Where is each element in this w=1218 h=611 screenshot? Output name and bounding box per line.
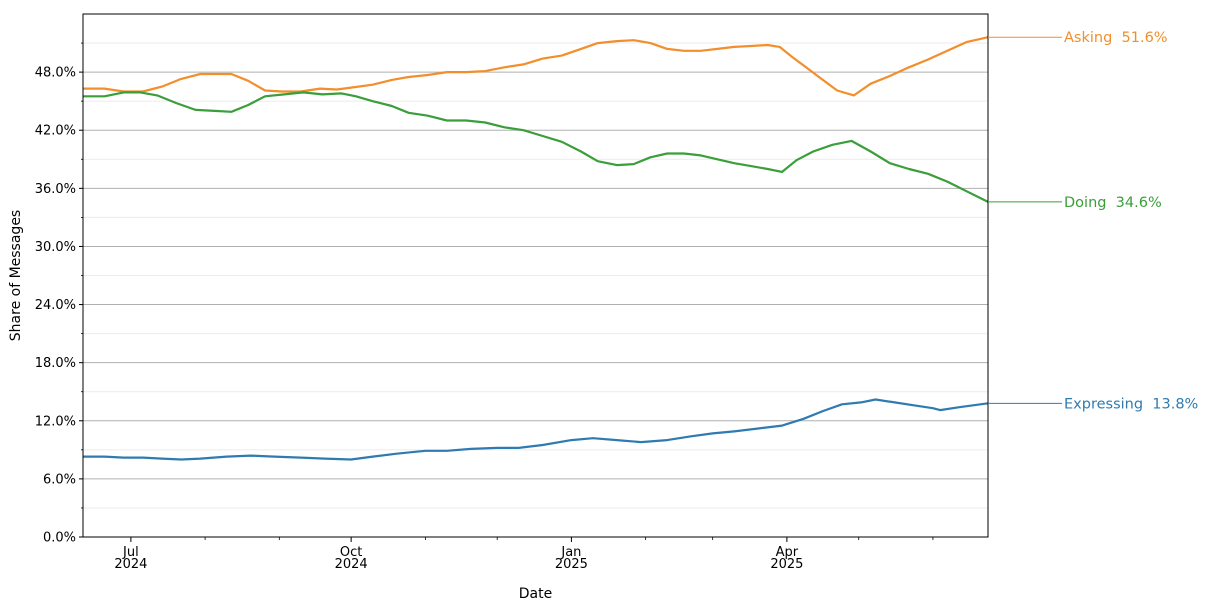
y-tick-label: 18.0% bbox=[35, 356, 76, 371]
y-tick-label: 24.0% bbox=[35, 298, 76, 313]
x-tick-year: 2025 bbox=[770, 557, 803, 572]
x-tick-year: 2024 bbox=[114, 557, 147, 572]
x-axis-title: Date bbox=[519, 586, 552, 602]
y-tick-label: 48.0% bbox=[35, 66, 76, 81]
x-tick-month: Jul bbox=[122, 545, 139, 560]
end-label-asking: Asking 51.6% bbox=[1064, 30, 1168, 46]
x-tick-month: Apr bbox=[776, 545, 799, 560]
minor-gridlines bbox=[83, 42, 988, 509]
end-label-doing: Doing 34.6% bbox=[1064, 195, 1162, 211]
x-tick-year: 2024 bbox=[335, 557, 368, 572]
y-tick-label: 0.0% bbox=[43, 531, 76, 546]
x-tick-month: Oct bbox=[340, 545, 362, 560]
x-tick-year: 2025 bbox=[555, 557, 588, 572]
series-lines bbox=[83, 36, 989, 461]
series-line-doing bbox=[83, 91, 989, 203]
end-label-expressing: Expressing 13.8% bbox=[1064, 396, 1198, 412]
y-tick-label: 30.0% bbox=[35, 240, 76, 255]
series-end-labels: Asking 51.6% Doing 34.6% Expressing 13.8% bbox=[988, 30, 1198, 412]
y-tick-label: 42.0% bbox=[35, 124, 76, 139]
series-line-expressing bbox=[83, 398, 989, 461]
x-tick-month: Jan bbox=[560, 545, 581, 560]
y-tick-label: 36.0% bbox=[35, 182, 76, 197]
y-axis: 0.0% 6.0% 12.0% 18.0% 24.0% 30.0% 36.0% 42.0% 48… bbox=[35, 42, 83, 546]
y-tick-label: 6.0% bbox=[43, 472, 76, 487]
y-axis-title: Share of Messages bbox=[8, 210, 24, 341]
series-line-asking bbox=[83, 36, 989, 97]
y-tick-label: 12.0% bbox=[35, 414, 76, 429]
